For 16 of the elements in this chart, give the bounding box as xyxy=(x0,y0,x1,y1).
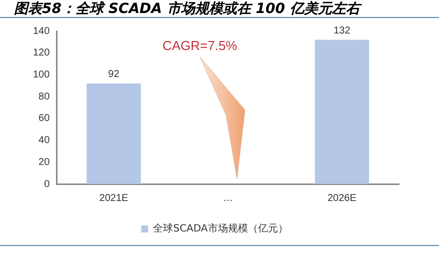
y-tick-label: 140 xyxy=(32,26,50,37)
y-tick-label: 120 xyxy=(32,48,50,59)
y-tick-label: 80 xyxy=(38,91,50,102)
y-tick-label: 20 xyxy=(38,156,50,168)
y-tick-label: 0 xyxy=(44,178,50,190)
x-tick-label: 2026E xyxy=(327,192,357,204)
x-tick-label: 2021E xyxy=(99,192,129,204)
legend-label: 全球SCADA市场规模（亿元） xyxy=(153,222,288,235)
y-tick-label: 100 xyxy=(32,69,50,80)
y-tick-label: 40 xyxy=(38,135,50,146)
y-tick-label: 60 xyxy=(38,113,50,124)
chart-title: 图表58：全球 SCADA 市场规模或在 100 亿美元左右 xyxy=(0,0,439,18)
x-tick-label: … xyxy=(222,192,233,204)
data-label: 132 xyxy=(334,25,351,36)
data-label: 92 xyxy=(108,69,120,80)
annotation: CAGR=7.5% xyxy=(162,38,238,54)
